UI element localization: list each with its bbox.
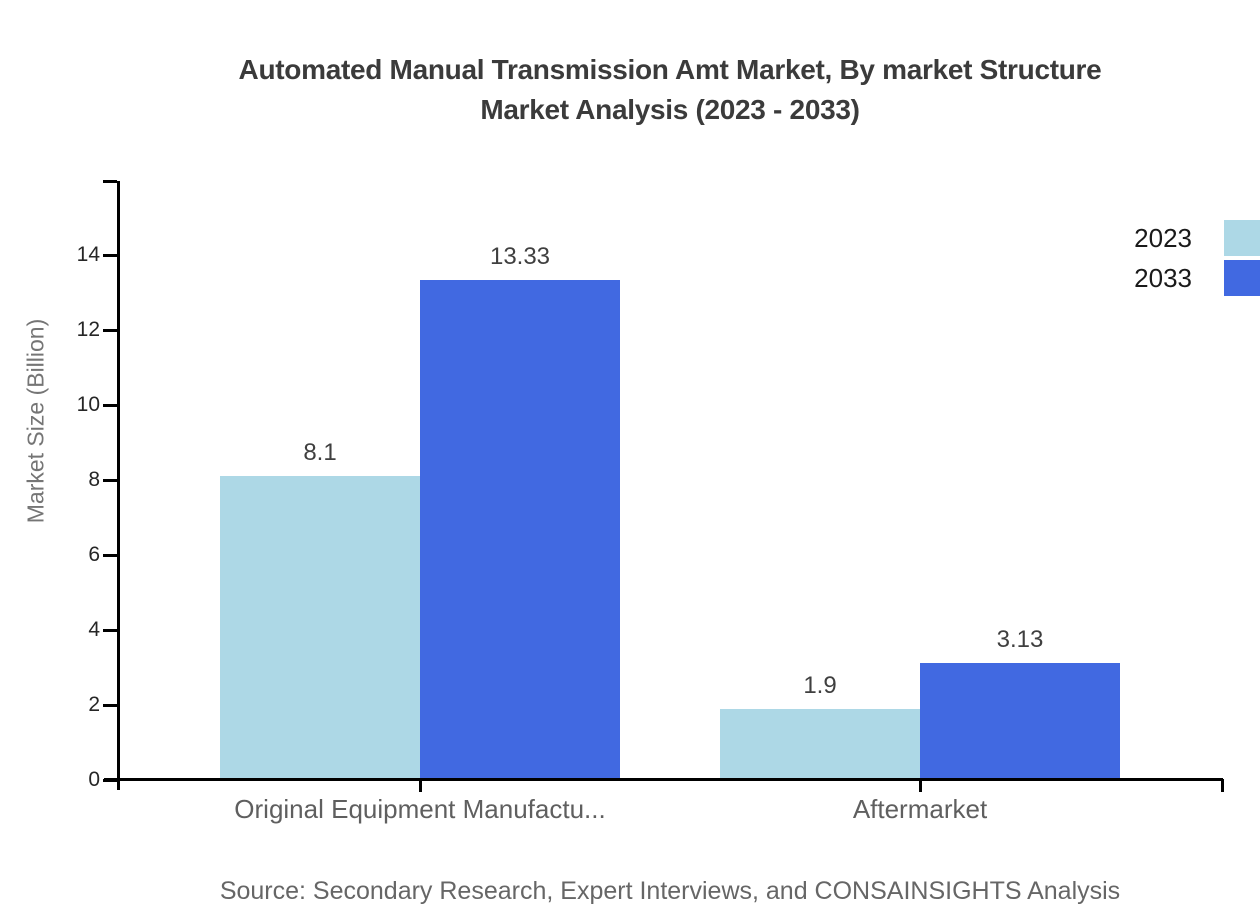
bar-value-label: 8.1 xyxy=(303,439,337,466)
chart-title-line2: Market Analysis (2023 - 2033) xyxy=(480,94,860,125)
y-tick-label: 6 xyxy=(88,543,100,566)
legend-swatch-2033 xyxy=(1224,260,1260,296)
x-tick xyxy=(418,779,422,792)
y-tick xyxy=(103,403,117,407)
category-label: Original Equipment Manufactu... xyxy=(234,794,606,824)
x-axis-line xyxy=(104,778,1223,781)
category-label: Aftermarket xyxy=(852,794,988,824)
y-tick xyxy=(103,703,117,707)
legend-label-2023: 2023 xyxy=(1134,223,1192,253)
y-axis-end-tick xyxy=(103,179,117,183)
chart-title-line1: Automated Manual Transmission Amt Market… xyxy=(238,54,1102,85)
y-tick-label: 4 xyxy=(88,618,100,641)
bar-2023-1 xyxy=(220,476,420,779)
legend-label-2033: 2033 xyxy=(1134,263,1192,293)
y-tick-label: 10 xyxy=(76,393,100,416)
bar-value-label: 3.13 xyxy=(996,626,1044,653)
y-tick-label: 8 xyxy=(88,468,100,491)
source-note: Source: Secondary Research, Expert Inter… xyxy=(219,877,1121,905)
chart-title: Automated Manual Transmission Amt Market… xyxy=(0,50,1260,130)
bar-2033-2 xyxy=(920,663,1120,779)
y-tick-label: 2 xyxy=(88,693,100,716)
legend-swatch-2023 xyxy=(1224,220,1260,256)
bar-2033-1 xyxy=(420,280,620,779)
y-tick xyxy=(103,628,117,632)
bar-value-label: 13.33 xyxy=(489,243,551,270)
y-tick xyxy=(103,553,117,557)
y-axis-line xyxy=(117,181,120,790)
y-tick-label: 0 xyxy=(88,768,100,791)
y-tick-label: 14 xyxy=(76,243,100,266)
y-tick xyxy=(103,253,117,257)
y-tick-label: 12 xyxy=(76,318,100,341)
x-tick xyxy=(918,779,922,792)
y-tick xyxy=(103,478,117,482)
bar-value-label: 1.9 xyxy=(803,672,837,699)
bar-2023-2 xyxy=(720,709,920,779)
x-tick xyxy=(1220,779,1224,792)
y-tick xyxy=(103,328,117,332)
